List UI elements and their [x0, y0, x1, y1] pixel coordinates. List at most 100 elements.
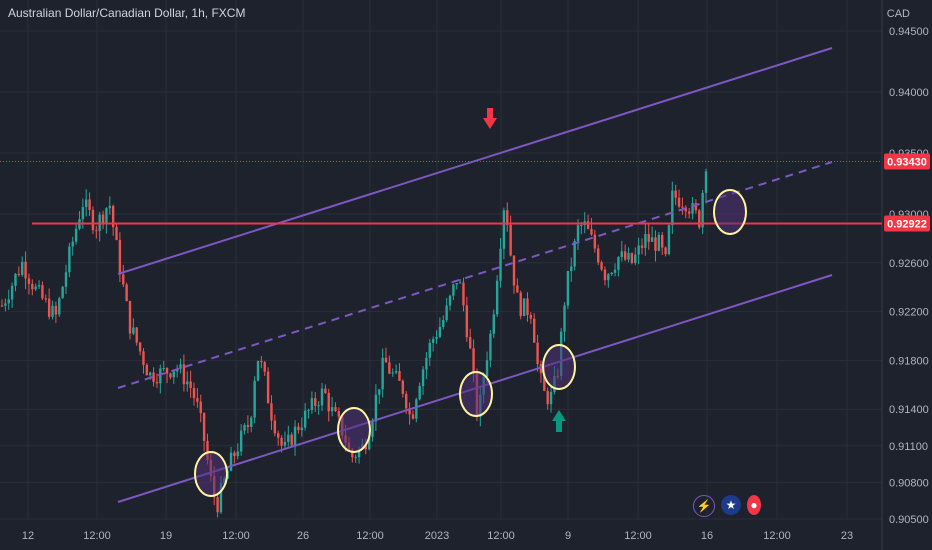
- candle-body: [617, 257, 620, 270]
- candle-body: [290, 434, 293, 446]
- candle-body: [81, 206, 85, 220]
- sell-arrow-head: [483, 118, 497, 129]
- candle-body: [250, 417, 253, 427]
- candle-body: [364, 444, 367, 450]
- candle-body: [88, 199, 91, 210]
- candle-body: [502, 210, 506, 249]
- candle-body: [637, 245, 640, 255]
- candle-body: [654, 237, 657, 251]
- candle-body: [627, 253, 630, 260]
- candle-body: [256, 360, 260, 381]
- candle-body: [442, 320, 445, 327]
- candle-body: [260, 360, 263, 363]
- candle-body: [684, 207, 687, 212]
- lightning-icon[interactable]: ⚡: [693, 495, 715, 517]
- candle-body: [381, 357, 384, 390]
- candle-body: [674, 190, 677, 198]
- candle-body: [401, 380, 405, 394]
- candle-body: [64, 272, 68, 287]
- candle-body: [687, 211, 691, 214]
- candle-body: [664, 247, 667, 255]
- candle-body: [334, 407, 337, 412]
- candle-body: [273, 420, 277, 434]
- x-tick-label: 23: [841, 530, 853, 542]
- candle-body: [435, 337, 438, 340]
- candle-body: [300, 427, 303, 430]
- candle-body: [536, 342, 539, 365]
- candle-body: [533, 318, 536, 343]
- candle-body: [620, 251, 623, 258]
- candle-body: [159, 368, 162, 384]
- candle-body: [51, 305, 54, 317]
- candle-body: [0, 305, 4, 307]
- channel-upper-line: [117, 47, 833, 275]
- candle-body: [239, 430, 243, 452]
- candle-body: [327, 392, 330, 412]
- candle-body: [34, 286, 37, 290]
- candle-body: [613, 269, 617, 273]
- candle-body: [54, 305, 58, 315]
- candle-body: [287, 434, 290, 442]
- candle-body: [506, 210, 509, 225]
- chart-title: Australian Dollar/Canadian Dollar, 1h, F…: [8, 6, 246, 20]
- candle-body: [122, 274, 125, 285]
- candle-body: [74, 228, 78, 242]
- candle-body: [357, 448, 361, 458]
- candle-body: [610, 272, 613, 275]
- candle-body: [398, 370, 401, 381]
- candle-body: [469, 337, 472, 349]
- candle-body: [317, 405, 320, 407]
- candle-body: [529, 315, 533, 319]
- candle-body: [573, 241, 576, 267]
- current-price-tag-bg: [884, 153, 930, 170]
- candle-body: [118, 239, 122, 275]
- candle-body: [236, 451, 239, 457]
- candle-body: [694, 203, 698, 211]
- candle-body: [448, 295, 452, 306]
- x-tick-label: 12:00: [763, 530, 791, 542]
- flag-australia-icon[interactable]: ★: [721, 495, 741, 515]
- x-tick-label: 26: [297, 530, 309, 542]
- candle-body: [310, 398, 314, 411]
- candle-body: [512, 255, 516, 286]
- candle-body: [169, 373, 172, 378]
- candle-body: [415, 399, 418, 419]
- candle-body: [330, 407, 334, 412]
- candle-body: [472, 348, 475, 372]
- candle-body: [115, 227, 118, 240]
- candle-body: [378, 389, 381, 395]
- flag-canada-icon[interactable]: ●: [747, 495, 761, 515]
- candle-body: [280, 437, 283, 446]
- candle-body: [4, 303, 7, 306]
- candle-body: [495, 280, 499, 315]
- candle-body: [593, 234, 597, 249]
- candle-body: [681, 206, 684, 208]
- candle-body: [428, 342, 431, 358]
- x-tick-label: 12:00: [356, 530, 384, 542]
- candle-body: [384, 357, 388, 363]
- candle-body: [37, 285, 41, 287]
- candle-body: [489, 333, 492, 361]
- x-tick-label: 9: [565, 530, 571, 542]
- candle-body: [152, 372, 155, 382]
- y-tick-label: 0.92600: [889, 258, 929, 270]
- candle-body: [17, 273, 21, 275]
- candle-body: [698, 210, 701, 228]
- candle-body: [499, 248, 502, 281]
- candle-body: [388, 362, 391, 374]
- candle-body: [526, 298, 529, 316]
- candle-body: [522, 298, 526, 317]
- candle-body: [24, 261, 27, 279]
- candle-body: [293, 426, 297, 446]
- candle-body: [590, 228, 593, 235]
- x-tick-label: 12:00: [222, 530, 250, 542]
- candle-body: [320, 388, 324, 406]
- candle-body: [539, 364, 543, 374]
- candle-body: [253, 380, 256, 418]
- candle-body: [586, 221, 590, 229]
- highlight-circle: [337, 407, 371, 453]
- candle-body: [657, 234, 661, 251]
- candle-body: [155, 381, 159, 384]
- candle-body: [128, 301, 132, 334]
